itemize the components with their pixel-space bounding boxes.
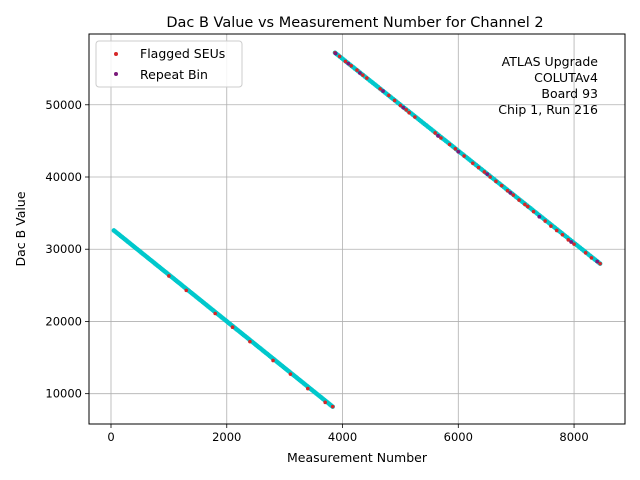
flagged-seu-point bbox=[288, 372, 293, 376]
flagged-seu-point bbox=[583, 251, 588, 255]
flagged-seu-point bbox=[549, 224, 553, 228]
repeat-bin-point bbox=[333, 51, 338, 56]
repeat-bin-point bbox=[346, 61, 351, 66]
flagged-seu-point bbox=[404, 108, 409, 112]
flagged-seu-point bbox=[248, 339, 252, 344]
y-tick-label: 40000 bbox=[45, 170, 82, 184]
plot-frame bbox=[88, 33, 626, 425]
flagged-seu-point bbox=[330, 404, 335, 409]
annotation-line-4: Chip 1, Run 216 bbox=[498, 102, 598, 117]
flagged-seu-point bbox=[462, 154, 466, 158]
repeat-bin-point bbox=[485, 172, 490, 177]
flagged-seu-point bbox=[337, 54, 342, 59]
flagged-seu-point bbox=[378, 87, 382, 91]
x-tick-label: 0 bbox=[107, 430, 114, 444]
annotation-block: ATLAS Upgrade COLUTAv4 Board 93 Chip 1, … bbox=[498, 54, 598, 117]
flagged-seu-point bbox=[387, 93, 391, 98]
flagged-seu-point bbox=[392, 98, 397, 103]
flagged-seu-point bbox=[365, 76, 369, 80]
x-axis-ticks: 0 2000 4000 6000 8000 bbox=[107, 424, 589, 444]
flagged-seu-point bbox=[439, 136, 443, 140]
flagged-seu-point bbox=[476, 165, 481, 170]
flagged-seu-point bbox=[167, 274, 171, 278]
x-tick-label: 4000 bbox=[328, 430, 357, 444]
flagged-seu-point bbox=[343, 59, 348, 64]
flagged-seu-point bbox=[499, 183, 504, 188]
y-tick-label: 20000 bbox=[45, 314, 82, 328]
flagged-seu-point bbox=[554, 228, 559, 233]
y-axis-label: Dac B Value bbox=[13, 191, 28, 266]
flagged-seu-point bbox=[433, 131, 437, 135]
flagged-seu-point bbox=[525, 204, 530, 209]
data-marks bbox=[167, 50, 602, 409]
flagged-seu-point bbox=[453, 147, 458, 151]
repeat-bin-point bbox=[381, 89, 385, 93]
flagged-seu-point bbox=[517, 198, 521, 202]
chart-title: Dac B Value vs Measurement Number for Ch… bbox=[166, 15, 543, 31]
flagged-seu-point bbox=[572, 242, 576, 246]
flagged-seu-point bbox=[413, 115, 417, 119]
legend-box bbox=[95, 40, 243, 88]
flagged-seu-point bbox=[349, 63, 354, 68]
flagged-seu-point bbox=[447, 142, 452, 147]
flagged-seu-point bbox=[482, 170, 487, 174]
x-tick-label: 6000 bbox=[444, 430, 473, 444]
flagged-seu-point bbox=[470, 161, 475, 166]
flagged-seu-point bbox=[598, 261, 602, 266]
repeat-bin-point bbox=[456, 149, 461, 154]
repeat-bin-point bbox=[595, 259, 600, 264]
legend: Flagged SEUs Repeat Bin bbox=[95, 40, 243, 88]
y-tick-label: 10000 bbox=[45, 387, 82, 401]
legend-marker-flagged-seus bbox=[114, 52, 118, 56]
legend-marker-repeat-bin bbox=[114, 72, 118, 76]
flagged-seu-point bbox=[543, 219, 547, 223]
flagged-seu-point bbox=[230, 325, 235, 330]
flagged-seu-point bbox=[323, 400, 327, 405]
flagged-seu-point bbox=[523, 202, 527, 207]
repeat-bin-point bbox=[569, 240, 574, 244]
x-axis-label: Measurement Number bbox=[287, 450, 428, 465]
flagged-seu-point bbox=[398, 103, 403, 108]
legend-label-repeat-bin: Repeat Bin bbox=[140, 67, 208, 82]
flagged-seu-point bbox=[360, 73, 365, 77]
legend-label-flagged-seus: Flagged SEUs bbox=[140, 46, 225, 61]
x-tick-label: 8000 bbox=[559, 430, 588, 444]
repeat-bin-point bbox=[436, 133, 440, 138]
x-tick-label: 2000 bbox=[212, 430, 241, 444]
repeat-bin-point bbox=[401, 105, 406, 110]
flagged-seu-point bbox=[407, 110, 411, 115]
annotation-line-1: ATLAS Upgrade bbox=[502, 54, 599, 69]
flagged-seu-point bbox=[494, 179, 498, 184]
repeat-bin-point bbox=[537, 214, 542, 219]
y-tick-label: 30000 bbox=[45, 242, 82, 256]
flagged-seu-point bbox=[560, 232, 565, 237]
flagged-seu-point bbox=[488, 175, 492, 179]
y-tick-label: 50000 bbox=[45, 98, 82, 112]
flagged-seu-point bbox=[566, 238, 571, 242]
flagged-seu-point bbox=[305, 386, 310, 391]
flagged-seu-point bbox=[355, 68, 359, 72]
flagged-seu-point bbox=[531, 209, 536, 214]
grid-lines bbox=[89, 34, 625, 424]
annotation-line-2: COLUTAv4 bbox=[534, 70, 598, 85]
repeat-bin-point bbox=[508, 190, 513, 195]
repeat-bin-point bbox=[357, 71, 362, 75]
flagged-seu-point bbox=[511, 193, 516, 197]
flagged-seu-point bbox=[184, 288, 189, 293]
flagged-seu-point bbox=[213, 311, 217, 316]
flagged-seu-point bbox=[505, 188, 510, 193]
annotation-line-3: Board 93 bbox=[541, 86, 598, 101]
y-axis-ticks: 10000 20000 30000 40000 50000 bbox=[45, 98, 89, 401]
flagged-seu-point bbox=[271, 358, 275, 363]
flagged-seu-point bbox=[589, 256, 594, 260]
